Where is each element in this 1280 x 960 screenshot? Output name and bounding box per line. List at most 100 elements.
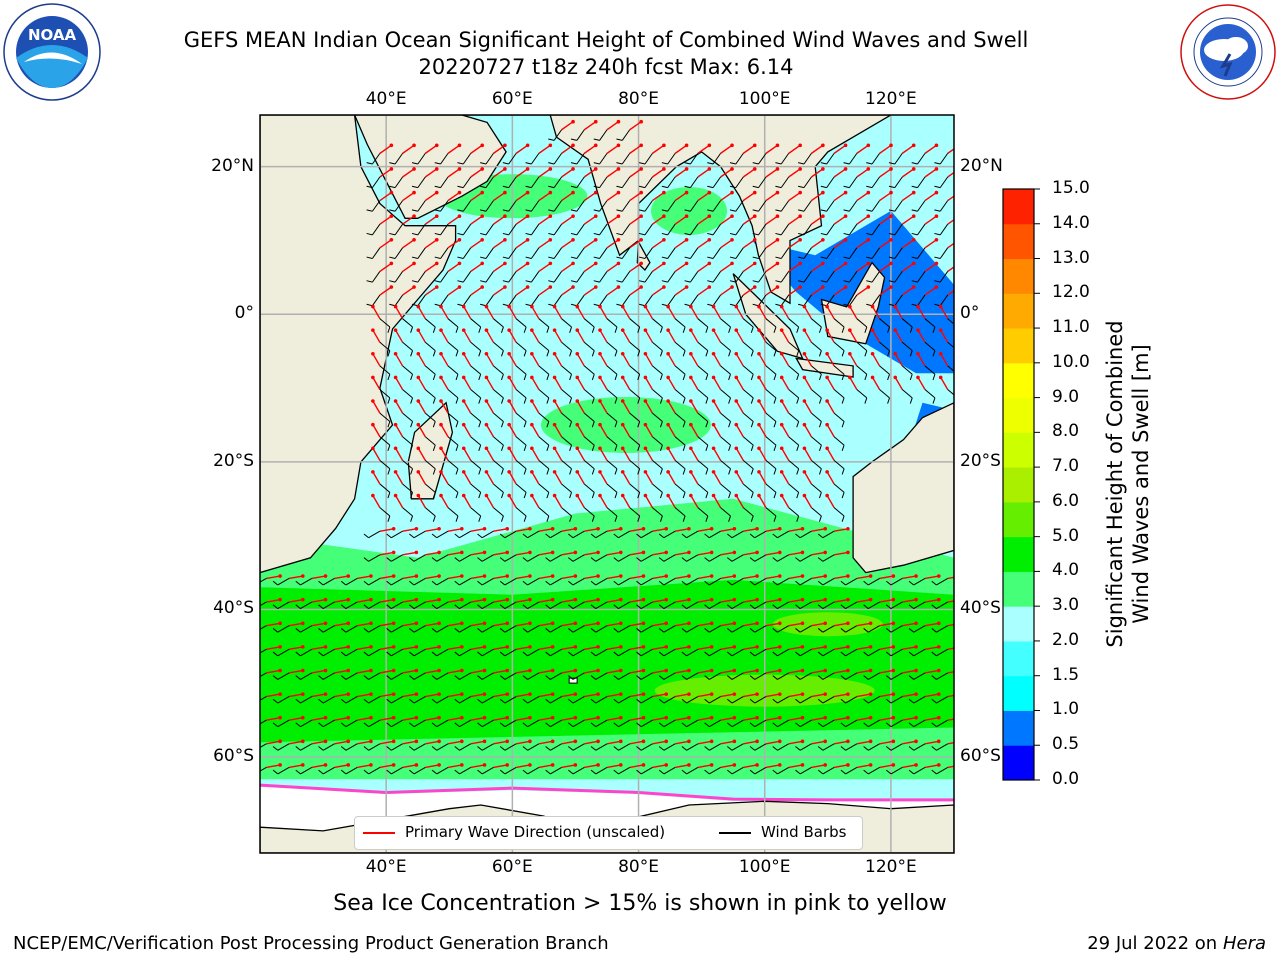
wave-arrow-head bbox=[957, 262, 961, 266]
wave-arrow bbox=[871, 353, 881, 367]
wave-arrow bbox=[463, 400, 472, 414]
wave-arrow-head bbox=[571, 285, 575, 289]
wind-barb-flag bbox=[639, 209, 646, 212]
wind-barb-flag bbox=[366, 162, 373, 165]
wave-arrow bbox=[742, 192, 756, 202]
wind-barb-flag bbox=[772, 557, 778, 562]
wind-barb-flag bbox=[500, 421, 504, 428]
wave-arrow-head bbox=[689, 446, 693, 451]
wave-arrow bbox=[871, 377, 881, 390]
wind-barb bbox=[424, 483, 436, 493]
wind-barb-flag bbox=[569, 444, 573, 451]
wind-barb bbox=[368, 696, 381, 704]
wave-arrow bbox=[856, 192, 869, 202]
wave-arrow-head bbox=[434, 261, 439, 266]
wave-arrow-head bbox=[550, 550, 555, 555]
wave-arrow bbox=[288, 598, 303, 603]
wind-barb-flag bbox=[500, 326, 504, 333]
wave-arrow bbox=[402, 575, 417, 580]
wind-barb bbox=[674, 365, 686, 375]
wave-arrow bbox=[803, 424, 813, 438]
wind-barb bbox=[917, 200, 926, 212]
wave-arrow bbox=[576, 495, 585, 508]
colorbar-frame bbox=[1002, 188, 1035, 781]
wave-arrow bbox=[924, 764, 939, 769]
wave-arrow bbox=[516, 740, 531, 745]
wave-arrow-head bbox=[393, 399, 398, 403]
wave-arrow-head bbox=[596, 668, 600, 673]
wave-arrow bbox=[553, 447, 563, 461]
wind-barb bbox=[629, 365, 640, 375]
wind-barb-flag bbox=[752, 209, 759, 212]
wave-arrow-head bbox=[571, 214, 575, 218]
wave-arrow-head bbox=[389, 238, 394, 242]
wind-barb bbox=[459, 719, 471, 728]
wave-arrow-head bbox=[391, 574, 396, 578]
wave-arrow bbox=[697, 717, 712, 721]
wind-barb bbox=[372, 200, 381, 212]
wind-barb bbox=[436, 530, 449, 539]
wave-arrow-head bbox=[666, 351, 670, 356]
wave-arrow bbox=[470, 192, 483, 202]
wave-arrow bbox=[372, 424, 381, 438]
wind-barb-flag bbox=[682, 350, 686, 357]
wind-barb bbox=[436, 578, 449, 586]
wave-arrow-head bbox=[821, 167, 825, 171]
wave-arrow-head bbox=[734, 375, 739, 380]
footer-right: 29 Jul 2022 on Hera bbox=[1087, 933, 1266, 954]
wind-barb bbox=[939, 294, 949, 307]
wind-barb-flag bbox=[750, 374, 754, 381]
wave-arrow bbox=[288, 669, 303, 674]
wave-arrow-head bbox=[525, 214, 530, 218]
wave-arrow-head bbox=[711, 399, 716, 403]
wave-arrow bbox=[622, 306, 631, 320]
wave-arrow-head bbox=[866, 214, 871, 218]
wave-arrow-head bbox=[777, 645, 782, 649]
wave-arrow bbox=[470, 622, 485, 627]
wind-barb-flag bbox=[523, 397, 527, 404]
wind-barb bbox=[712, 223, 721, 236]
wind-barb-flag bbox=[431, 675, 438, 680]
wave-arrow bbox=[879, 286, 892, 296]
wind-barb bbox=[709, 601, 721, 610]
wind-barb bbox=[530, 176, 540, 188]
axis-tick-label: 120°E bbox=[865, 857, 917, 877]
wind-barb-flag bbox=[750, 444, 754, 451]
wind-barb bbox=[848, 200, 858, 212]
wind-barb-flag bbox=[705, 350, 709, 357]
wind-barb-flag bbox=[568, 628, 574, 633]
wave-arrow bbox=[599, 495, 608, 508]
wave-arrow-head bbox=[620, 493, 625, 498]
wind-barb-flag bbox=[840, 769, 846, 775]
wave-arrow bbox=[675, 764, 690, 769]
wind-barb-flag bbox=[749, 628, 756, 633]
wind-barb bbox=[754, 743, 767, 751]
wind-barb-flag bbox=[817, 580, 824, 586]
wind-barb bbox=[447, 460, 459, 470]
wind-barb bbox=[322, 696, 335, 704]
wind-barb-flag bbox=[749, 698, 756, 704]
wind-barb bbox=[758, 294, 767, 307]
wind-barb-flag bbox=[911, 256, 918, 259]
wind-barb bbox=[686, 530, 699, 539]
colorbar-tick-label: 0.5 bbox=[1052, 734, 1080, 755]
wave-arrow-head bbox=[846, 550, 850, 555]
wave-arrow-head bbox=[732, 668, 737, 673]
wave-arrow-head bbox=[301, 668, 305, 673]
wind-barb-flag bbox=[525, 162, 532, 165]
wind-barb bbox=[689, 294, 699, 307]
wave-arrow bbox=[781, 306, 790, 320]
wave-arrow bbox=[357, 669, 372, 674]
wave-arrow-head bbox=[457, 143, 462, 148]
wave-arrow-head bbox=[798, 143, 802, 148]
wind-barb bbox=[527, 743, 540, 751]
wind-barb-flag bbox=[749, 557, 756, 562]
wave-arrow-head bbox=[866, 285, 871, 289]
wave-arrow-head bbox=[755, 645, 759, 649]
wave-arrow bbox=[470, 551, 485, 556]
wind-barb bbox=[508, 176, 517, 188]
wave-arrow-head bbox=[664, 574, 669, 578]
wind-barb-flag bbox=[431, 722, 438, 728]
wind-barb-flag bbox=[569, 515, 573, 522]
wind-barb-flag bbox=[772, 580, 778, 586]
